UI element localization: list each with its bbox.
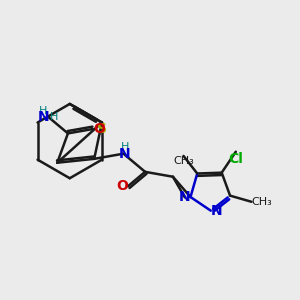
Text: N: N bbox=[211, 204, 222, 218]
Text: S: S bbox=[97, 122, 107, 136]
Text: Cl: Cl bbox=[228, 152, 243, 166]
Text: H: H bbox=[121, 142, 129, 152]
Text: CH₃: CH₃ bbox=[173, 156, 194, 166]
Text: H: H bbox=[39, 106, 47, 116]
Text: CH₃: CH₃ bbox=[251, 197, 272, 207]
Text: N: N bbox=[179, 190, 190, 204]
Text: H: H bbox=[50, 112, 59, 122]
Text: O: O bbox=[116, 179, 128, 193]
Text: N: N bbox=[119, 147, 131, 161]
Text: O: O bbox=[93, 122, 105, 136]
Text: N: N bbox=[38, 110, 49, 124]
